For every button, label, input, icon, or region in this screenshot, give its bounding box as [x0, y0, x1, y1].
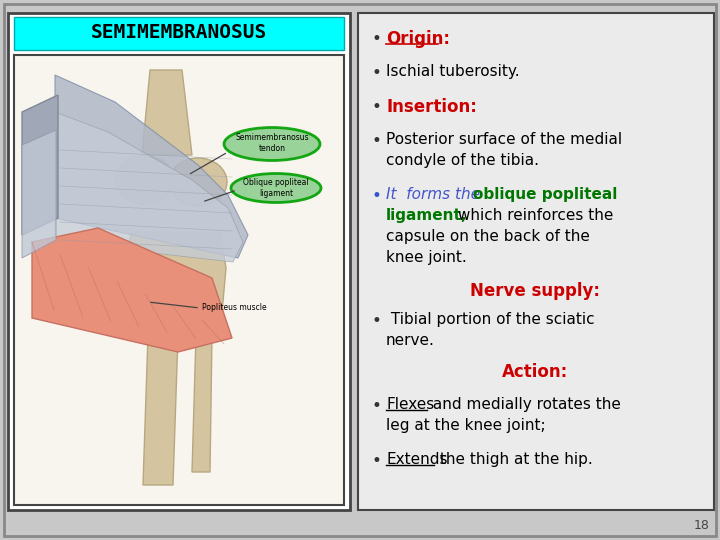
Ellipse shape	[116, 156, 174, 204]
Polygon shape	[122, 232, 226, 335]
Ellipse shape	[224, 127, 320, 160]
Polygon shape	[22, 95, 58, 235]
Text: •: •	[372, 312, 382, 330]
Text: Nerve supply:: Nerve supply:	[470, 282, 600, 300]
Text: the thigh at the hip.: the thigh at the hip.	[435, 452, 593, 467]
Text: 18: 18	[694, 519, 710, 532]
Polygon shape	[22, 130, 56, 258]
Text: SEMIMEMBRANOSUS: SEMIMEMBRANOSUS	[91, 24, 267, 43]
Text: Popliteus muscle: Popliteus muscle	[202, 303, 266, 313]
Text: condyle of the tibia.: condyle of the tibia.	[386, 153, 539, 168]
Text: and medially rotates the: and medially rotates the	[428, 397, 621, 412]
Polygon shape	[142, 70, 192, 155]
Text: •: •	[372, 132, 382, 150]
Polygon shape	[192, 335, 212, 472]
Polygon shape	[143, 335, 178, 485]
Text: •: •	[372, 452, 382, 470]
Text: leg at the knee joint;: leg at the knee joint;	[386, 418, 546, 433]
Polygon shape	[55, 112, 243, 262]
Text: Ischial tuberosity.: Ischial tuberosity.	[386, 64, 520, 79]
Text: nerve.: nerve.	[386, 333, 435, 348]
Text: capsule on the back of the: capsule on the back of the	[386, 229, 590, 244]
Polygon shape	[55, 75, 248, 258]
Text: Origin:: Origin:	[386, 30, 450, 48]
Text: •: •	[372, 397, 382, 415]
Text: •: •	[372, 187, 382, 205]
Text: Oblique popliteal
ligament: Oblique popliteal ligament	[243, 178, 309, 198]
Text: •: •	[372, 98, 382, 116]
Ellipse shape	[169, 158, 227, 206]
Text: Tibial portion of the sciatic: Tibial portion of the sciatic	[386, 312, 595, 327]
Text: •: •	[372, 30, 382, 48]
Text: Extends: Extends	[386, 452, 448, 467]
FancyBboxPatch shape	[8, 13, 350, 510]
Text: which reinforces the: which reinforces the	[453, 208, 613, 223]
Text: knee joint.: knee joint.	[386, 250, 467, 265]
Text: Insertion:: Insertion:	[386, 98, 477, 116]
FancyBboxPatch shape	[14, 17, 344, 50]
FancyBboxPatch shape	[14, 55, 344, 505]
FancyBboxPatch shape	[358, 13, 714, 510]
Text: It  forms the: It forms the	[386, 187, 485, 202]
Polygon shape	[32, 228, 232, 352]
Text: Flexes: Flexes	[386, 397, 434, 412]
Text: oblique popliteal: oblique popliteal	[473, 187, 617, 202]
Text: Posterior surface of the medial: Posterior surface of the medial	[386, 132, 622, 147]
Text: •: •	[372, 64, 382, 82]
FancyBboxPatch shape	[4, 4, 716, 536]
Text: Semimembranosus
tendon: Semimembranosus tendon	[235, 133, 309, 153]
Text: Action:: Action:	[502, 363, 568, 381]
Ellipse shape	[231, 173, 321, 202]
Text: ligament,: ligament,	[386, 208, 467, 223]
